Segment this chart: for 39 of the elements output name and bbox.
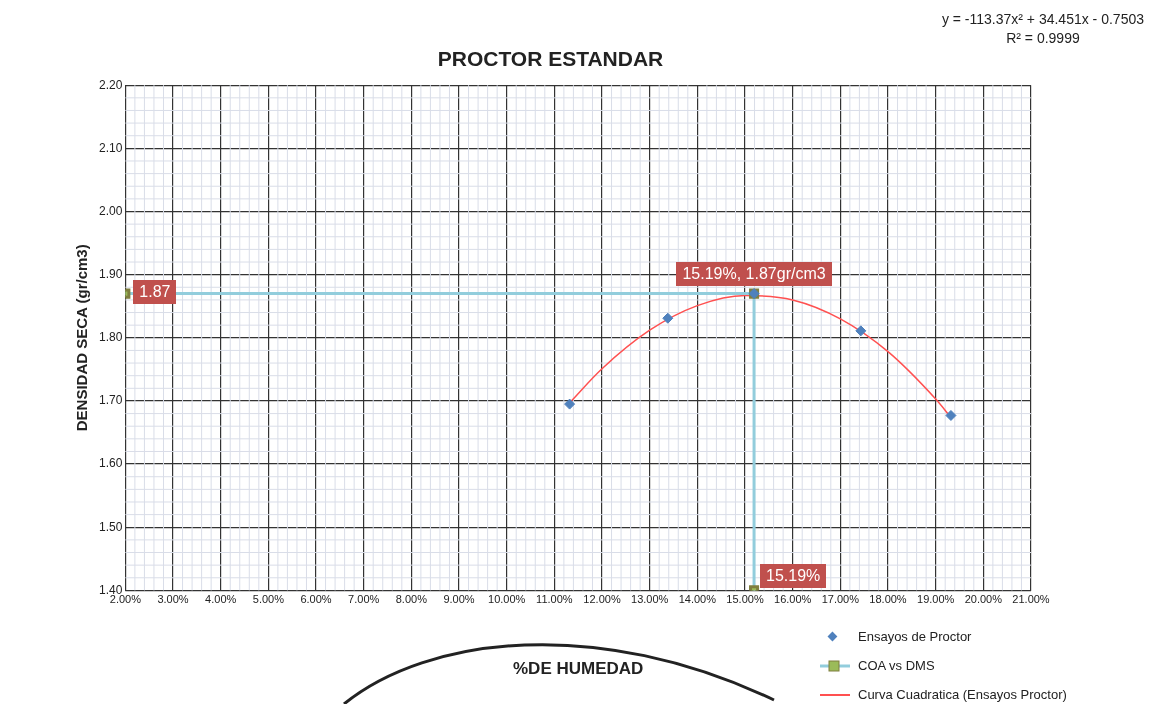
y-tick-label: 1.50 xyxy=(99,519,123,534)
legend-label: Curva Cuadratica (Ensayos Proctor) xyxy=(858,687,1067,702)
x-tick-label: 17.00% xyxy=(821,593,860,606)
x-tick-label: 5.00% xyxy=(252,593,285,606)
x-tick-label: 19.00% xyxy=(917,593,955,606)
y-axis-title: DENSIDAD SECA (gr/cm3) xyxy=(73,244,91,432)
y-tick-label: 2.10 xyxy=(99,140,123,155)
x-axis-title: %DE HUMEDAD xyxy=(513,659,644,679)
annotation: 15.19% xyxy=(760,564,827,589)
y-tick-label: 1.90 xyxy=(99,266,123,281)
y-tick-label: 1.70 xyxy=(99,393,123,408)
x-tick-label: 12.00% xyxy=(583,593,621,606)
x-tick-label: 18.00% xyxy=(869,593,907,606)
x-tick-label: 15.00% xyxy=(726,593,764,606)
x-tick-label: 7.00% xyxy=(348,593,380,606)
x-tick-label: 14.00% xyxy=(678,593,717,606)
x-tick-label: 13.00% xyxy=(631,593,669,606)
y-tick-label: 2.00 xyxy=(99,203,123,218)
x-tick-label: 9.00% xyxy=(443,593,475,606)
x-tick-label: 4.00% xyxy=(205,593,237,606)
y-tick-label: 1.80 xyxy=(99,330,123,345)
y-tick-label: 2.20 xyxy=(99,77,123,92)
x-tick-label: 20.00% xyxy=(964,593,1003,606)
x-tick-label: 6.00% xyxy=(300,593,332,606)
text: R² = 0.9999 xyxy=(1005,29,1081,48)
chart-title: PROCTOR ESTANDAR xyxy=(437,47,664,71)
data-label: 15.19%, 1.87gr/cm3 xyxy=(676,261,832,286)
text: y = -113.37x² + 34.451x - 0.7503 xyxy=(941,10,1144,29)
x-tick-label: 10.00% xyxy=(488,593,526,606)
data-label: 1.87 xyxy=(133,279,177,304)
x-tick-label: 11.00% xyxy=(536,593,573,606)
x-tick-label: 8.00% xyxy=(395,593,428,606)
legend-label: COA vs DMS xyxy=(858,658,935,673)
y-tick-label: 1.60 xyxy=(99,456,123,471)
x-tick-label: 3.00% xyxy=(157,593,189,606)
x-tick-label: 16.00% xyxy=(774,593,812,606)
x-tick-label: 21.00% xyxy=(1012,593,1050,606)
legend-label: Ensayos de Proctor xyxy=(858,629,972,644)
x-tick-label: 2.00% xyxy=(109,593,142,606)
